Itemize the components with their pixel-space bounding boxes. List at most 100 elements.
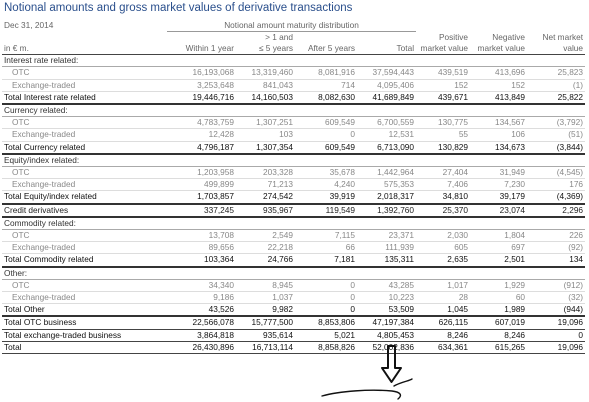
row-value: 37,594,443 <box>357 66 417 80</box>
row-value: 1,392,760 <box>357 203 417 218</box>
table-row: Total Currency related 4,796,187 1,307,354… <box>2 140 586 155</box>
row-value: 1,045 <box>416 303 471 318</box>
row-value: 47,197,384 <box>357 316 417 330</box>
header-maturity-span: Notional amount maturity distribution <box>167 20 417 33</box>
table-row: OTC 16,193,068 13,319,460 8,081,916 37,594,4… <box>2 66 586 80</box>
table-row: Total Equity/index related 1,703,857 274,5… <box>2 190 586 205</box>
row-value: (3,844) <box>527 140 586 155</box>
row-value: (4,545) <box>527 166 586 180</box>
row-value: 7,115 <box>295 229 357 243</box>
row-value <box>527 54 586 68</box>
header-row-1: Dec 31, 2014 Notional amount maturity di… <box>2 20 585 33</box>
row-value: 23,074 <box>470 203 528 218</box>
row-value: 8,081,916 <box>295 66 357 80</box>
table-row: Exchange-traded 9,186 1,037 0 10,223 28 60 (32) <box>2 291 586 305</box>
row-value: 27,404 <box>416 166 471 180</box>
header-col1: Within 1 year <box>167 42 236 56</box>
row-value: 337,245 <box>167 203 236 218</box>
row-value <box>416 216 471 231</box>
row-value <box>236 153 295 168</box>
row-value: (944) <box>527 303 586 318</box>
row-label: Total Commodity related <box>2 253 167 268</box>
row-value: 19,096 <box>527 341 586 355</box>
row-value <box>527 153 586 168</box>
row-value: 8,246 <box>470 329 528 342</box>
table-row: Currency related: <box>2 104 586 118</box>
row-label: Exchange-traded <box>2 79 167 92</box>
header-col5-line1: Positive <box>438 31 469 42</box>
row-label: OTC <box>2 279 167 293</box>
row-label: Total OTC business <box>2 316 167 330</box>
row-value: 22,566,078 <box>167 316 236 330</box>
row-value: 25,823 <box>527 66 586 80</box>
row-value <box>167 104 236 118</box>
row-value <box>357 54 417 68</box>
row-value: 413,696 <box>470 66 528 80</box>
row-value: 4,095,406 <box>357 79 417 92</box>
row-value: 53,509 <box>357 303 417 318</box>
row-value: 0 <box>295 128 357 142</box>
row-value <box>236 266 295 280</box>
row-value: 52,002,836 <box>357 341 417 355</box>
row-value <box>470 104 528 118</box>
row-value: 3,253,648 <box>167 79 236 92</box>
row-value: 0 <box>295 279 357 293</box>
row-value: 6,700,559 <box>357 116 417 130</box>
row-label: Exchange-traded <box>2 291 167 305</box>
row-value: 609,549 <box>295 140 357 155</box>
row-value: 41,689,849 <box>357 90 417 105</box>
row-value: 71,213 <box>236 178 295 192</box>
row-value: 7,181 <box>295 253 357 268</box>
table-row: Exchange-traded 12,428 103 0 12,531 55 106 (51) <box>2 128 586 142</box>
row-value: 634,361 <box>416 341 471 355</box>
row-value: 39,179 <box>470 190 528 205</box>
row-value: 24,766 <box>236 253 295 268</box>
row-value <box>167 266 236 280</box>
table-row: OTC 34,340 8,945 0 43,285 1,017 1,929 (912) <box>2 279 586 293</box>
row-value: 25,822 <box>527 90 586 105</box>
row-value: 7,406 <box>416 178 471 192</box>
row-value: 134,673 <box>470 140 528 155</box>
table-row: Total 26,430,896 16,713,114 8,858,826 52,002… <box>2 341 586 355</box>
row-value: 14,160,503 <box>236 90 295 105</box>
row-value <box>470 266 528 280</box>
row-value <box>295 266 357 280</box>
row-value: 13,708 <box>167 229 236 243</box>
header-row-2: > 1 and Positive Negative Net market <box>2 32 585 43</box>
row-value: 39,919 <box>295 190 357 205</box>
row-value: 4,805,453 <box>357 329 417 342</box>
row-value: 0 <box>527 329 586 342</box>
row-label: Exchange-traded <box>2 178 167 192</box>
table-row: Credit derivatives 337,245 935,967 119,549 1… <box>2 203 586 218</box>
row-value: 0 <box>295 291 357 305</box>
header-col6-line1: Negative <box>492 31 526 42</box>
row-value <box>167 153 236 168</box>
row-value: 439,671 <box>416 90 471 105</box>
row-value: 8,945 <box>236 279 295 293</box>
row-label: OTC <box>2 166 167 180</box>
row-label: Interest rate related: <box>2 54 167 68</box>
row-value: 9,982 <box>236 303 295 318</box>
row-value: 1,307,354 <box>236 140 295 155</box>
row-value: 5,021 <box>295 329 357 342</box>
row-label: Exchange-traded <box>2 241 167 255</box>
row-value: 134,567 <box>470 116 528 130</box>
header-col3: After 5 years <box>295 42 357 56</box>
row-value: 203,328 <box>236 166 295 180</box>
row-value: 626,115 <box>416 316 471 330</box>
header-date: Dec 31, 2014 <box>4 20 54 31</box>
row-value: 135,311 <box>357 253 417 268</box>
scribble-annotation <box>321 378 413 400</box>
row-value: 134 <box>527 253 586 268</box>
row-value: 1,989 <box>470 303 528 318</box>
row-value <box>295 54 357 68</box>
row-value <box>527 266 586 280</box>
row-value: 1,804 <box>470 229 528 243</box>
row-value: 10,223 <box>357 291 417 305</box>
row-value: 3,864,818 <box>167 329 236 342</box>
row-value: 6,713,090 <box>357 140 417 155</box>
row-value <box>416 54 471 68</box>
row-value: 55 <box>416 128 471 142</box>
row-label: Exchange-traded <box>2 128 167 142</box>
table-row: OTC 13,708 2,549 7,115 23,371 2,030 1,804 226 <box>2 229 586 243</box>
